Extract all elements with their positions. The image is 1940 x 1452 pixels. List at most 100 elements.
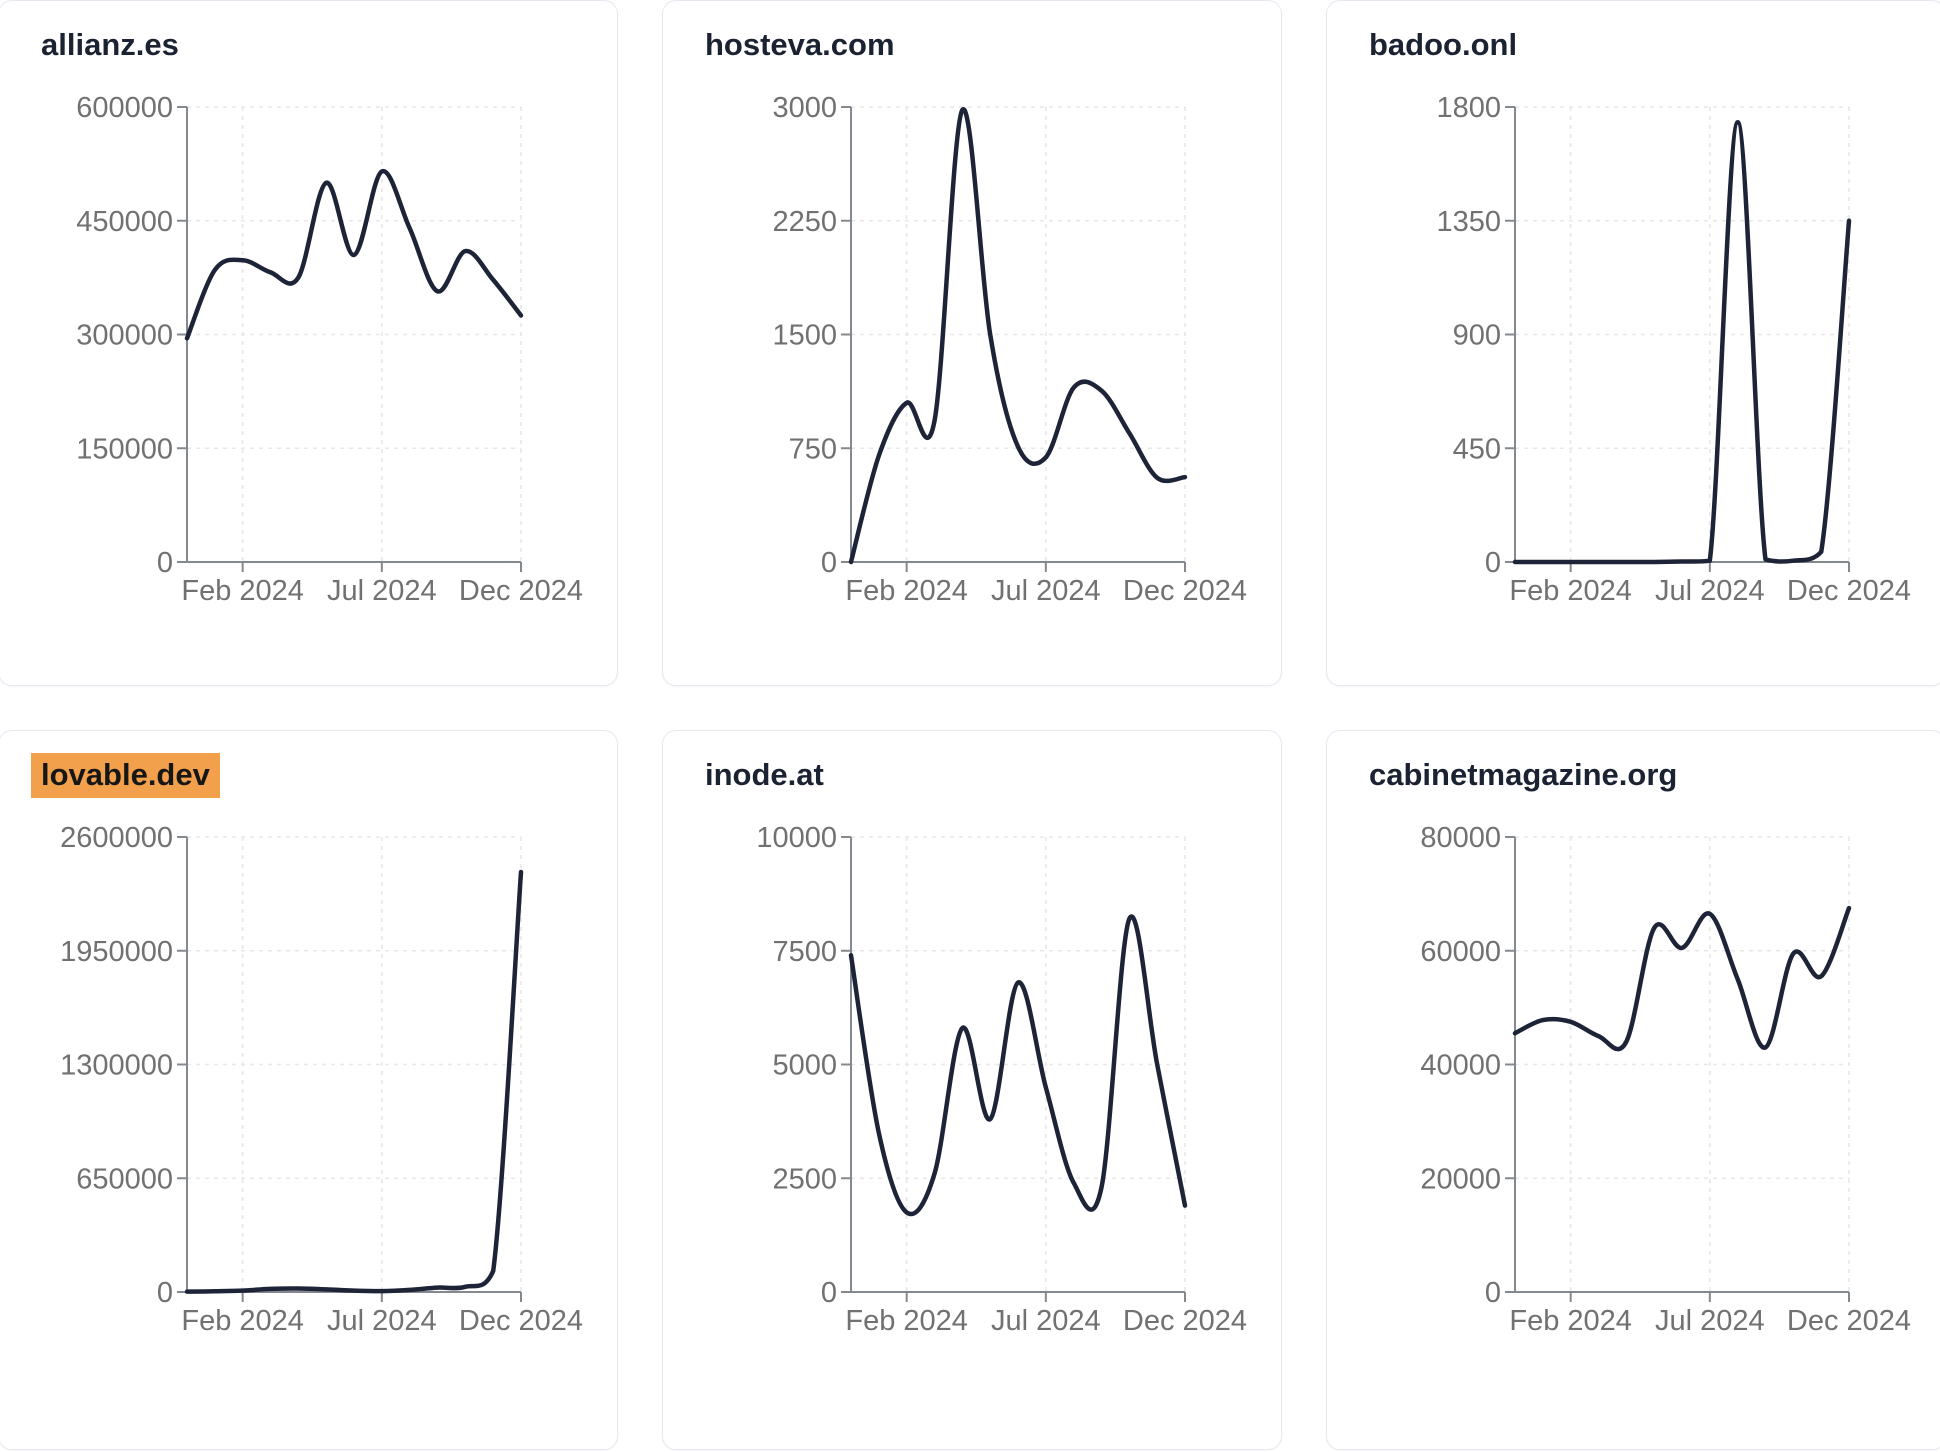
- chart-card: lovable.dev 0 650000 1300000 1950000 2600000 F…: [0, 730, 618, 1450]
- chart-card-title: lovable.dev: [31, 753, 220, 798]
- line-chart: 0 650000 1300000 1950000 2600000 Feb 2024 Jul …: [60, 822, 583, 1337]
- y-tick-label: 10000: [756, 822, 837, 854]
- axes: [1505, 106, 1850, 572]
- y-tick-label: 2250: [772, 206, 837, 238]
- chart-card: badoo.onl 0 450 900 1350 1800 Feb 2024 Jul 2024…: [1326, 0, 1940, 686]
- line-chart: 0 450 900 1350 1800 Feb 2024 Jul 2024 Dec 2024: [1436, 92, 1911, 607]
- y-tick-labels: 0 150000 300000 450000 600000: [76, 92, 173, 579]
- x-tick-label: Dec 2024: [1787, 575, 1911, 607]
- data-line: [1512, 119, 1852, 565]
- y-tick-label: 0: [821, 1277, 837, 1309]
- domain-label[interactable]: allianz.es: [41, 27, 179, 62]
- chart-card: hosteva.com 0 750 1500 2250 3000 Feb 2024 Jul 2…: [662, 0, 1282, 686]
- x-tick-label: Feb 2024: [1509, 1305, 1632, 1337]
- x-tick-labels: Feb 2024 Jul 2024 Dec 2024: [1509, 1305, 1911, 1337]
- data-line: [848, 914, 1188, 1217]
- line-chart: 0 150000 300000 450000 600000 Feb 2024 Jul 202…: [76, 92, 583, 607]
- domain-label[interactable]: cabinetmagazine.org: [1369, 757, 1678, 792]
- x-tick-label: Dec 2024: [1787, 1305, 1911, 1337]
- axes: [1505, 836, 1850, 1302]
- y-tick-label: 2600000: [60, 822, 173, 854]
- chart-card-title: badoo.onl: [1369, 27, 1517, 63]
- y-tick-label: 0: [157, 1277, 173, 1309]
- y-tick-label: 1350: [1436, 206, 1501, 238]
- chart-card: cabinetmagazine.org 0 20000 40000 60000 80000…: [1326, 730, 1940, 1450]
- domain-label[interactable]: inode.at: [705, 757, 824, 792]
- y-tick-label: 3000: [772, 92, 837, 124]
- domain-label-highlighted[interactable]: lovable.dev: [31, 753, 220, 798]
- y-tick-label: 40000: [1420, 1050, 1501, 1082]
- gridlines: [1515, 836, 1850, 1292]
- x-tick-label: Feb 2024: [845, 575, 968, 607]
- x-tick-label: Feb 2024: [181, 575, 304, 607]
- x-tick-labels: Feb 2024 Jul 2024 Dec 2024: [845, 1305, 1247, 1337]
- y-tick-label: 2500: [772, 1163, 837, 1195]
- y-tick-label: 1500: [772, 320, 837, 352]
- y-tick-labels: 0 20000 40000 60000 80000: [1420, 822, 1501, 1309]
- x-tick-label: Jul 2024: [1655, 1305, 1765, 1337]
- y-tick-label: 80000: [1420, 822, 1501, 854]
- y-tick-label: 650000: [76, 1163, 173, 1195]
- y-tick-label: 7500: [772, 936, 837, 968]
- y-tick-label: 600000: [76, 92, 173, 124]
- line-chart: 0 750 1500 2250 3000 Feb 2024 Jul 2024 Dec 2024: [772, 92, 1247, 607]
- x-tick-labels: Feb 2024 Jul 2024 Dec 2024: [845, 575, 1247, 607]
- y-tick-label: 150000: [76, 433, 173, 465]
- x-tick-label: Jul 2024: [327, 575, 437, 607]
- axes: [177, 836, 522, 1302]
- y-tick-label: 20000: [1420, 1163, 1501, 1195]
- axes: [177, 106, 522, 572]
- x-tick-label: Feb 2024: [181, 1305, 304, 1337]
- data-line: [1512, 905, 1852, 1052]
- data-line: [184, 169, 524, 341]
- x-tick-label: Jul 2024: [327, 1305, 437, 1337]
- y-tick-labels: 0 2500 5000 7500 10000: [756, 822, 837, 1309]
- y-tick-label: 450: [1453, 433, 1501, 465]
- y-tick-label: 450000: [76, 206, 173, 238]
- data-line: [848, 107, 1188, 565]
- y-tick-label: 1800: [1436, 92, 1501, 124]
- chart-card-title: allianz.es: [41, 27, 179, 63]
- y-tick-label: 0: [1485, 1277, 1501, 1309]
- chart-card-title: inode.at: [705, 757, 824, 793]
- x-tick-label: Jul 2024: [991, 1305, 1101, 1337]
- y-tick-label: 0: [157, 547, 173, 579]
- chart-card: inode.at 0 2500 5000 7500 10000 Feb 2024 Jul 20…: [662, 730, 1282, 1450]
- x-tick-label: Feb 2024: [845, 1305, 968, 1337]
- domain-label[interactable]: badoo.onl: [1369, 27, 1518, 62]
- y-tick-label: 60000: [1420, 936, 1501, 968]
- domain-label[interactable]: hosteva.com: [705, 27, 895, 62]
- x-tick-label: Jul 2024: [991, 575, 1101, 607]
- x-tick-label: Dec 2024: [459, 1305, 583, 1337]
- x-tick-labels: Feb 2024 Jul 2024 Dec 2024: [1509, 575, 1911, 607]
- gridlines: [187, 106, 522, 562]
- y-tick-label: 0: [1485, 547, 1501, 579]
- chart-card: allianz.es 0 150000 300000 450000 600000 Feb 2…: [0, 0, 618, 686]
- gridlines: [851, 106, 1186, 562]
- y-tick-label: 0: [821, 547, 837, 579]
- x-tick-label: Dec 2024: [459, 575, 583, 607]
- x-tick-label: Jul 2024: [1655, 575, 1765, 607]
- y-tick-label: 750: [789, 433, 837, 465]
- x-tick-label: Feb 2024: [1509, 575, 1632, 607]
- y-tick-label: 900: [1453, 320, 1501, 352]
- x-tick-labels: Feb 2024 Jul 2024 Dec 2024: [181, 575, 583, 607]
- chart-card-title: hosteva.com: [705, 27, 895, 63]
- x-tick-label: Dec 2024: [1123, 1305, 1247, 1337]
- gridlines: [1515, 106, 1850, 562]
- y-tick-labels: 0 650000 1300000 1950000 2600000: [60, 822, 173, 1309]
- gridlines: [851, 836, 1186, 1292]
- line-chart: 0 2500 5000 7500 10000 Feb 2024 Jul 2024 Dec 20…: [756, 822, 1247, 1337]
- y-tick-labels: 0 450 900 1350 1800: [1436, 92, 1501, 579]
- x-tick-label: Dec 2024: [1123, 575, 1247, 607]
- gridlines: [187, 836, 522, 1292]
- y-tick-labels: 0 750 1500 2250 3000: [772, 92, 837, 579]
- axes: [841, 106, 1186, 572]
- y-tick-label: 1950000: [60, 936, 173, 968]
- data-line: [184, 869, 524, 1294]
- axes: [841, 836, 1186, 1302]
- x-tick-labels: Feb 2024 Jul 2024 Dec 2024: [181, 1305, 583, 1337]
- y-tick-label: 1300000: [60, 1050, 173, 1082]
- y-tick-label: 300000: [76, 320, 173, 352]
